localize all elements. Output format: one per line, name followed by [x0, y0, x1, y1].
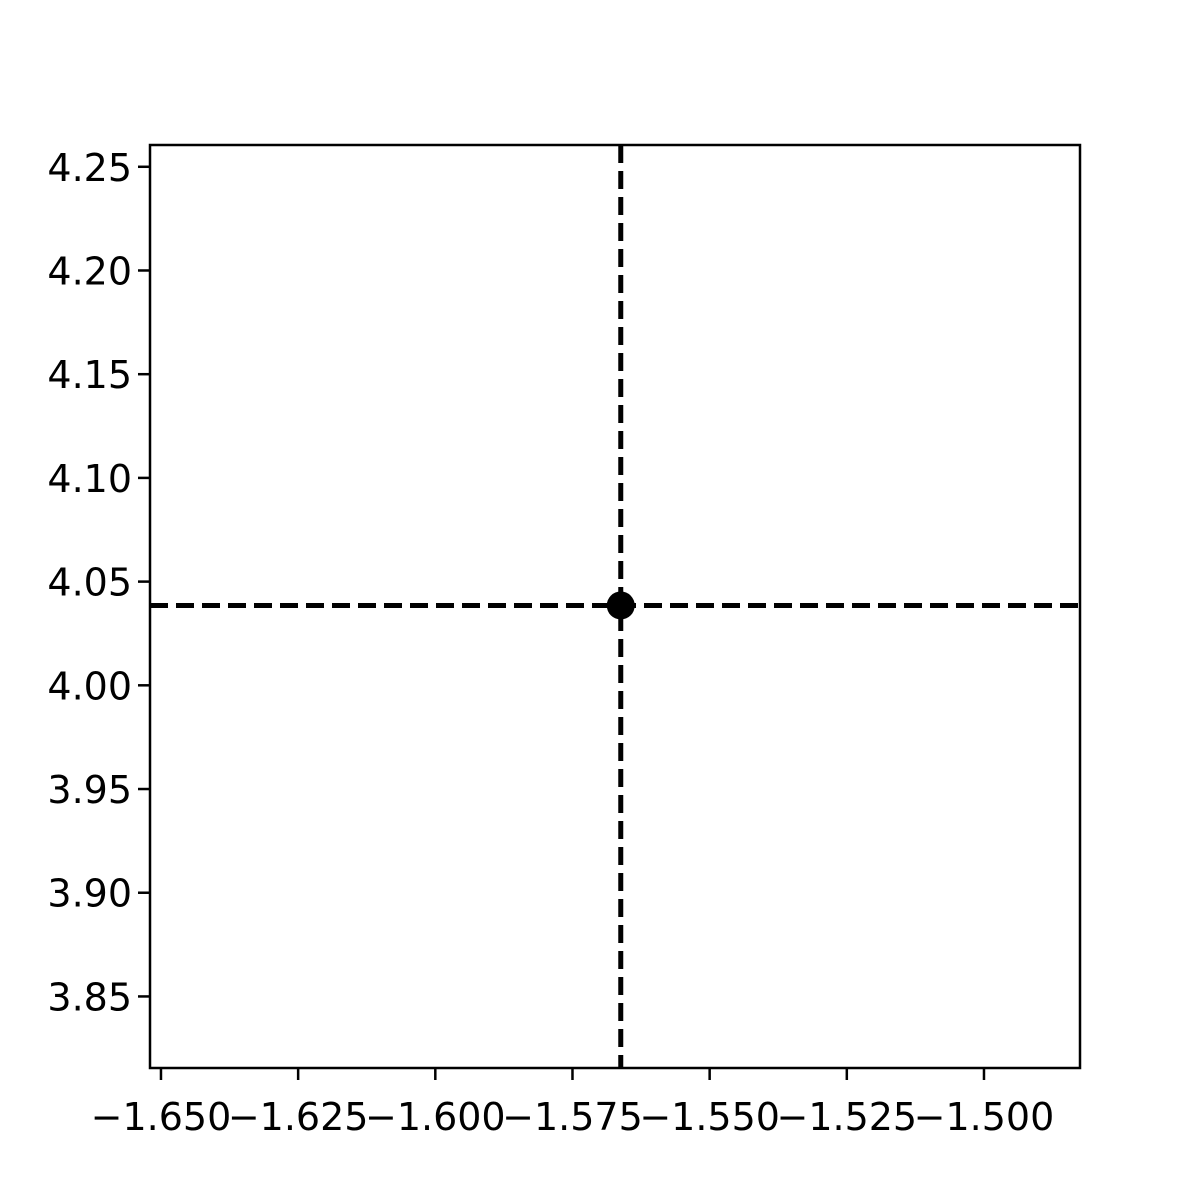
y-tick-label: 3.85 — [47, 975, 132, 1019]
y-tick-label: 4.15 — [47, 353, 132, 397]
plot-frame — [148, 143, 1082, 1070]
y-tick-label: 4.25 — [47, 146, 132, 190]
x-tick-label: −1.575 — [502, 1095, 643, 1139]
y-tick-label: 3.90 — [47, 872, 132, 916]
x-tick-label: −1.650 — [91, 1095, 232, 1139]
y-tick-label: 4.00 — [47, 664, 132, 708]
x-tick-label: −1.625 — [228, 1095, 369, 1139]
y-tick-label: 4.05 — [47, 561, 132, 605]
data-points — [606, 591, 635, 620]
x-tick-label: −1.525 — [776, 1095, 917, 1139]
y-axis: 3.85 3.90 3.95 4.00 4.05 4.10 4.15 4.20 4.25 — [47, 146, 150, 1019]
data-point — [606, 591, 635, 620]
reference-lines — [150, 145, 1080, 1068]
x-tick-label: −1.500 — [914, 1095, 1055, 1139]
x-axis: −1.650−1.625−1.600−1.575−1.550−1.525−1.5… — [91, 1068, 1055, 1139]
y-tick-label: 4.10 — [47, 457, 132, 501]
y-tick-label: 4.20 — [47, 249, 132, 293]
x-tick-label: −1.600 — [365, 1095, 506, 1139]
y-tick-label: 3.95 — [47, 768, 132, 812]
x-tick-label: −1.550 — [639, 1095, 780, 1139]
